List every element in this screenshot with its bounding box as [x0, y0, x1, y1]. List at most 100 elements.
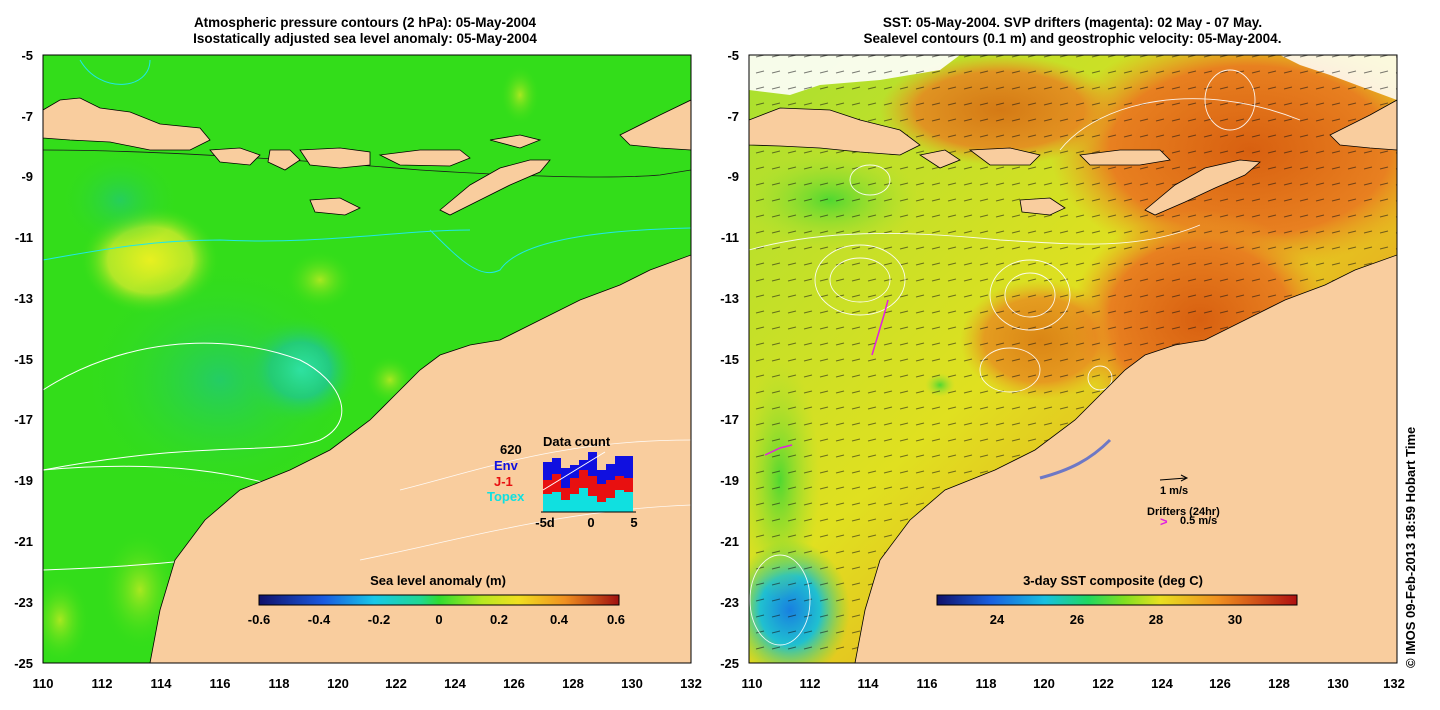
island-flores — [378, 149, 471, 167]
sla-lime-blob4 — [43, 575, 90, 663]
data-count-inset: 620 Data count Env J-1 Topex -5d 0 5 — [487, 434, 638, 530]
velocity-legend: 1 m/s Drifters (24hr) > 0.5 m/s — [1147, 474, 1220, 529]
right-title-line2: Sealevel contours (0.1 m) and geostrophi… — [863, 31, 1282, 46]
right-x-tick: 130 — [1327, 676, 1349, 691]
left-x-tick: 116 — [210, 676, 231, 691]
right-x-tick: 128 — [1268, 676, 1290, 691]
island-timor — [1144, 159, 1261, 216]
left-panel-title: Atmospheric pressure contours (2 hPa): 0… — [40, 15, 690, 47]
island-sumbawa — [968, 147, 1041, 166]
island-bali — [209, 147, 261, 166]
left-y-tick: -13 — [14, 291, 33, 306]
left-x-tick: 112 — [92, 676, 113, 691]
left-x-tick: 130 — [621, 676, 643, 691]
left-y-tick: -11 — [15, 230, 33, 245]
left-y-tick: -25 — [14, 656, 33, 671]
sla-teal-blob2 — [60, 150, 180, 250]
island-tanimbar — [1329, 99, 1397, 151]
australia-landmass — [149, 254, 691, 663]
sst-colorbar-tick: 30 — [1228, 612, 1242, 627]
sla-lime-blob — [285, 250, 355, 310]
sla-colorbar-gradient — [258, 594, 620, 606]
right-y-tick: -25 — [720, 656, 739, 671]
right-x-tick: 124 — [1151, 676, 1173, 691]
left-y-tick: -21 — [14, 534, 33, 549]
island-sumba — [1019, 197, 1066, 216]
data-count-x-tick: -5d — [535, 515, 555, 530]
sla-colorbar-tick: 0.6 — [607, 612, 625, 627]
right-y-tick: -21 — [720, 534, 739, 549]
legend-env: Env — [494, 458, 519, 473]
data-count-title: Data count — [543, 434, 611, 449]
imos-credit: © IMOS 09-Feb-2013 18:59 Hobart Time — [1403, 426, 1418, 668]
right-y-tick: -5 — [727, 48, 739, 63]
right-x-tick: 114 — [858, 676, 880, 691]
right-x-tick: 120 — [1033, 676, 1055, 691]
right-panel-title: SST: 05-May-2004. SVP drifters (magenta)… — [745, 15, 1400, 47]
sst-colorbar-tick: 26 — [1070, 612, 1084, 627]
island-tanimbar — [619, 99, 691, 151]
sla-contour — [79, 59, 151, 85]
scale-arrow-icon — [1180, 474, 1189, 482]
right-x-tick: 118 — [976, 676, 997, 691]
island-java — [43, 97, 211, 151]
island-lombok — [267, 149, 301, 171]
left-title-line2: Isostatically adjusted sea level anomaly… — [193, 31, 537, 46]
island-sumba — [309, 197, 361, 216]
drifter-track — [871, 299, 889, 356]
data-count-total: 620 — [500, 442, 522, 457]
island-timor — [439, 159, 551, 216]
sst-colorbar: 3-day SST composite (deg C) 24 26 28 30 — [936, 573, 1298, 627]
data-count-x-tick: 5 — [630, 515, 637, 530]
sla-colorbar-tick: -0.6 — [248, 612, 270, 627]
drifters-label: Drifters (24hr) — [1147, 506, 1220, 518]
sla-contour — [43, 229, 471, 261]
australia-landmass — [854, 254, 1397, 663]
left-x-axis: 110 112 114 116 118 120 122 124 126 128 … — [33, 676, 702, 691]
island-java — [749, 107, 921, 156]
sla-lime-blob3 — [500, 65, 540, 125]
pressure-contour — [43, 342, 343, 471]
right-map — [749, 55, 1397, 663]
right-x-tick: 116 — [917, 676, 938, 691]
sla-colorbar: Sea level anomaly (m) -0.6 -0.4 -0.2 0 0… — [248, 573, 625, 627]
sla-colorbar-tick: -0.2 — [368, 612, 390, 627]
left-map-frame — [42, 54, 692, 664]
drifter-speed-label: 0.5 m/s — [1180, 515, 1217, 527]
sla-colorbar-title: Sea level anomaly (m) — [370, 573, 506, 588]
drifter-track — [764, 444, 793, 456]
left-x-tick: 122 — [385, 676, 407, 691]
data-count-bars — [541, 451, 636, 513]
left-map — [43, 55, 691, 663]
island-wetar — [489, 134, 542, 149]
left-x-tick: 120 — [327, 676, 349, 691]
pressure-contour-land — [399, 439, 691, 491]
legend-j1: J-1 — [494, 474, 513, 489]
left-x-tick: 132 — [680, 676, 702, 691]
sealevel-contours — [749, 69, 1301, 646]
right-x-tick: 110 — [742, 676, 763, 691]
island-bali — [918, 149, 961, 169]
right-x-tick: 112 — [800, 676, 821, 691]
right-y-tick: -11 — [721, 230, 739, 245]
left-y-axis: -5 -7 -9 -11 -13 -15 -17 -19 -21 -23 -25 — [14, 48, 33, 671]
left-y-tick: -9 — [21, 169, 33, 184]
right-y-tick: -13 — [720, 291, 739, 306]
left-title-line1: Atmospheric pressure contours (2 hPa): 0… — [193, 15, 537, 30]
right-y-tick: -7 — [727, 109, 739, 124]
sst-colorbar-tick: 24 — [990, 612, 1005, 627]
drifter-symbol: > — [1160, 514, 1168, 529]
sla-colorbar-tick: 0.2 — [490, 612, 508, 627]
sst-colorbar-title: 3-day SST composite (deg C) — [1023, 573, 1203, 588]
left-y-tick: -15 — [14, 352, 33, 367]
left-y-tick: -19 — [14, 473, 33, 488]
sla-colorbar-tick: 0 — [435, 612, 442, 627]
right-y-tick: -9 — [727, 169, 739, 184]
velocity-scale-label: 1 m/s — [1160, 485, 1188, 497]
sla-contour — [429, 227, 691, 274]
right-y-axis: -5 -7 -9 -11 -13 -15 -17 -19 -21 -23 -25 — [720, 48, 739, 671]
left-x-tick: 114 — [151, 676, 173, 691]
island-flores — [1079, 149, 1171, 166]
bathymetry-contour — [43, 149, 691, 178]
right-y-tick: -15 — [720, 352, 739, 367]
